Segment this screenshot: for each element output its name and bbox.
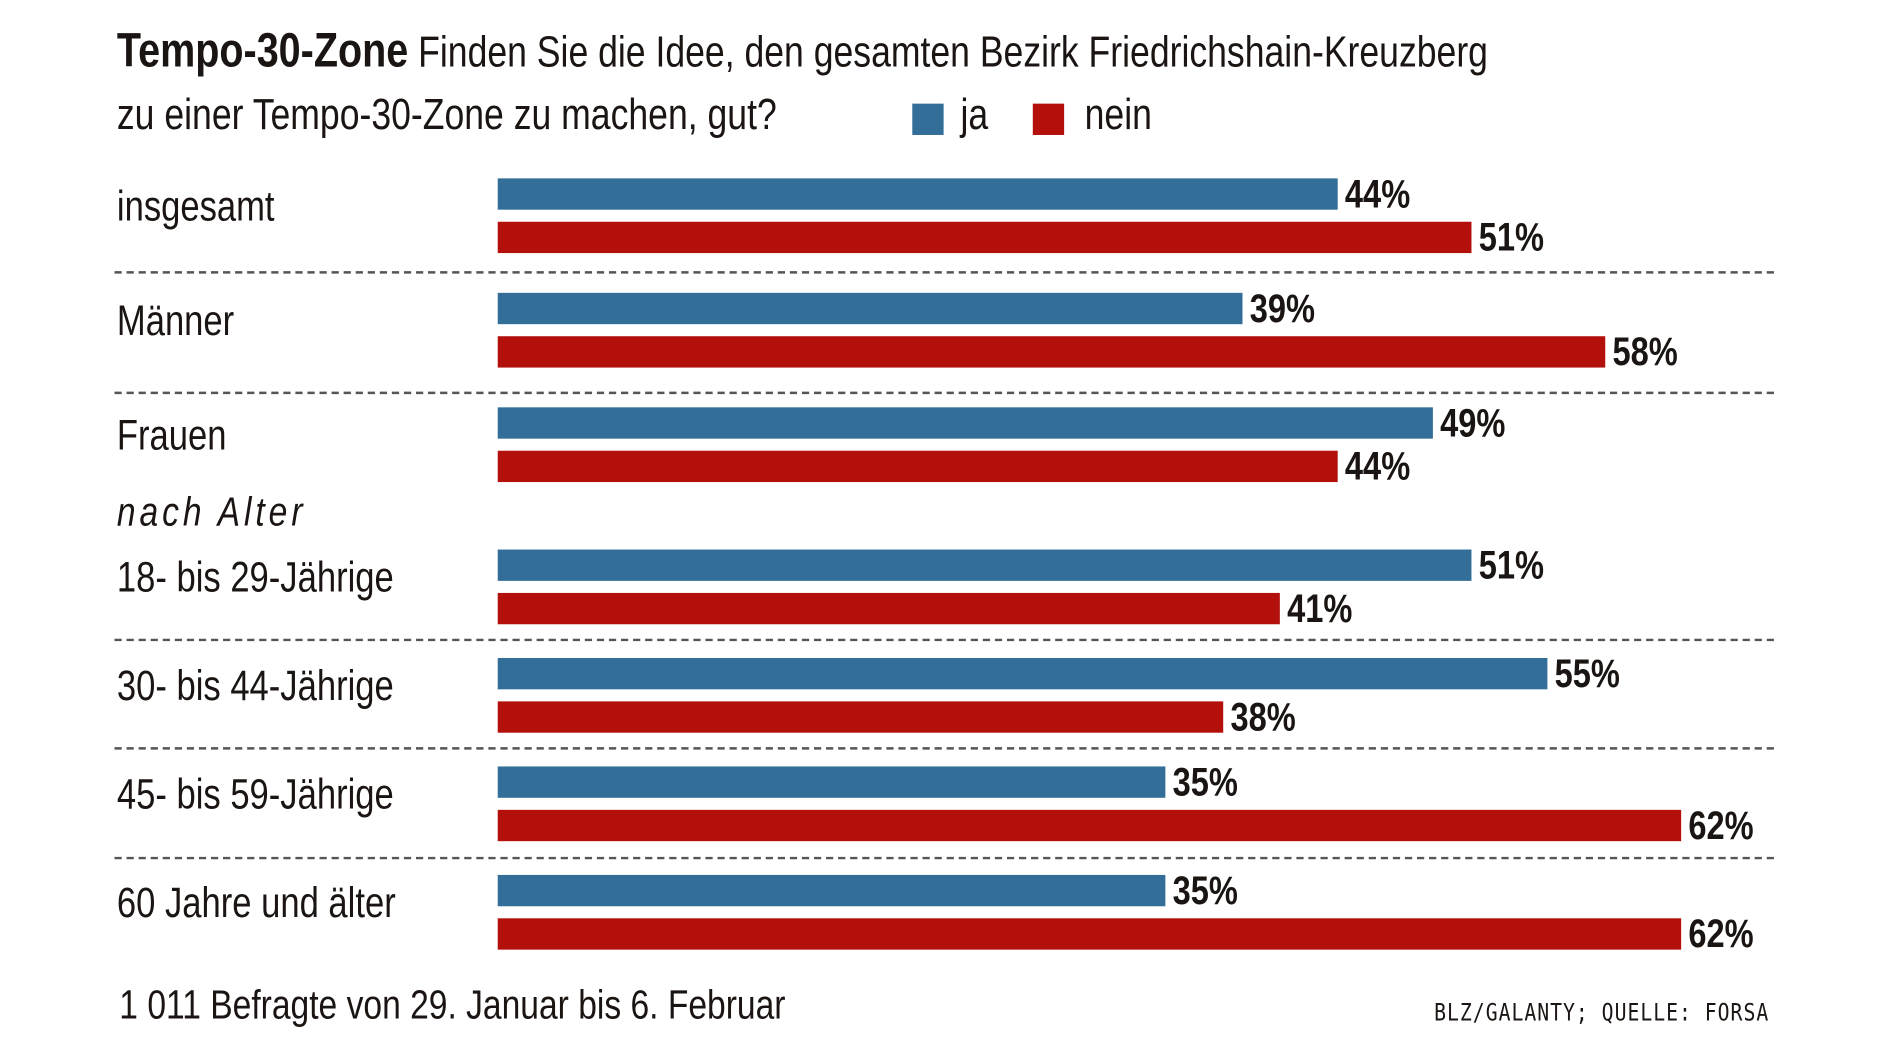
row-divider xyxy=(114,271,1774,274)
title-question-line2: zu einer Tempo-30-Zone zu machen, gut? xyxy=(116,89,777,139)
row-divider xyxy=(114,747,1774,750)
bar-nein xyxy=(497,221,1472,253)
legend-swatch-ja xyxy=(912,103,944,135)
footer-note: 1 011 Befragte von 29. Januar bis 6. Feb… xyxy=(119,982,786,1028)
category-label: 60 Jahre und älter xyxy=(116,879,396,927)
category-label: insgesamt xyxy=(116,183,275,231)
row-divider xyxy=(114,391,1774,395)
bar-nein xyxy=(497,917,1682,950)
value-label-nein: 51% xyxy=(1478,213,1544,259)
value-label-nein: 44% xyxy=(1344,442,1411,488)
value-label-ja: 55% xyxy=(1554,650,1621,696)
value-label-ja: 39% xyxy=(1249,285,1315,331)
section-label-age: nach Alter xyxy=(116,489,307,536)
bar-nein xyxy=(497,700,1224,733)
value-label-ja: 35% xyxy=(1173,867,1239,913)
value-label-ja: 51% xyxy=(1478,542,1544,587)
bar-ja xyxy=(497,178,1338,210)
category-label: 45- bis 59-Jährige xyxy=(116,771,394,819)
value-label-ja: 49% xyxy=(1440,400,1506,445)
bar-ja xyxy=(497,292,1243,325)
title-question-line1: Finden Sie die Idee, den gesamten Bezirk… xyxy=(418,26,1488,76)
row-divider xyxy=(114,856,1774,860)
bar-nein xyxy=(497,809,1682,841)
bar-nein xyxy=(497,335,1605,367)
bar-ja xyxy=(497,658,1548,690)
value-label-nein: 58% xyxy=(1612,328,1678,373)
legend-label-nein: nein xyxy=(1084,89,1152,139)
row-divider xyxy=(114,638,1774,642)
bar-nein xyxy=(497,450,1338,482)
category-label: Männer xyxy=(116,297,235,345)
chart-title: Tempo-30-Zone Finden Sie die Idee, den g… xyxy=(117,24,1789,78)
value-label-ja: 44% xyxy=(1344,171,1411,216)
category-label: Frauen xyxy=(116,412,227,460)
bar-ja xyxy=(497,766,1166,798)
title-bold: Tempo-30-Zone xyxy=(116,24,409,78)
value-label-nein: 38% xyxy=(1230,693,1296,739)
category-label: 30- bis 44-Jährige xyxy=(116,662,394,710)
category-label: 18- bis 29-Jährige xyxy=(116,554,394,602)
value-label-nein: 41% xyxy=(1287,585,1353,630)
legend-label-ja: ja xyxy=(960,89,989,139)
legend-swatch-nein xyxy=(1032,103,1065,135)
source-credit: BLZ/GALANTY; QUELLE: FORSA xyxy=(1434,997,1770,1027)
bar-ja xyxy=(497,407,1434,439)
bar-ja xyxy=(497,549,1472,581)
value-label-ja: 35% xyxy=(1173,759,1239,804)
bar-ja xyxy=(497,874,1166,907)
bar-nein xyxy=(497,592,1281,624)
value-label-nein: 62% xyxy=(1688,910,1754,956)
value-label-nein: 62% xyxy=(1688,802,1754,847)
